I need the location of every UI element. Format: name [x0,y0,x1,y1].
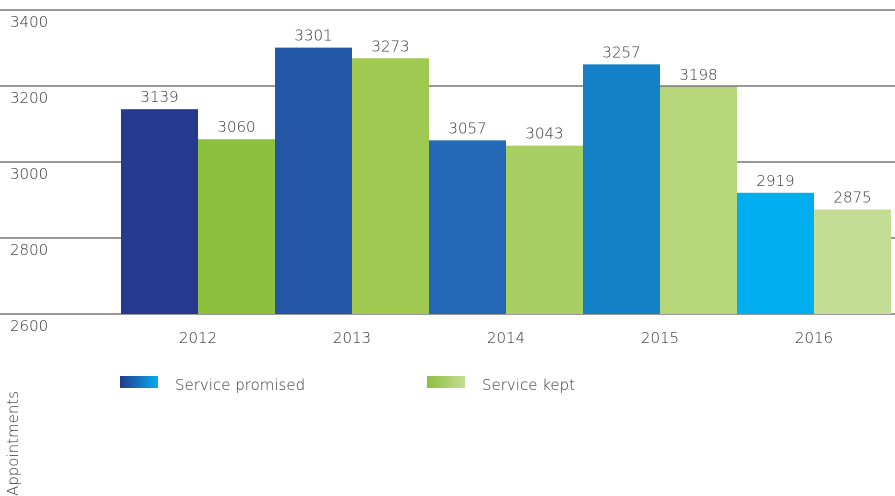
y-tick-label: 3200 [10,89,48,107]
data-label: 3057 [448,119,486,137]
x-tick-label: 2014 [487,329,525,347]
data-label: 3273 [371,37,409,55]
data-label: 3139 [140,88,178,106]
legend-swatch [120,376,158,388]
x-tick-label: 2015 [641,329,679,347]
bar [583,64,660,314]
legend-label: Service kept [482,376,575,394]
bar [429,140,506,314]
data-label: 3301 [294,27,332,45]
data-label: 3043 [525,125,563,143]
x-tick-label: 2012 [179,329,217,347]
y-axis-label: Appointments [4,391,22,496]
bar [660,86,737,314]
x-tick-label: 2016 [795,329,833,347]
y-tick-label: 2600 [10,317,48,335]
data-label: 3198 [679,66,717,84]
bar [121,109,198,315]
bar [275,47,352,315]
legend-label: Service promised [175,376,305,394]
bar [737,192,814,314]
y-tick-label: 3000 [10,165,48,183]
bar [198,139,275,314]
data-label: 2875 [833,189,871,207]
bar [506,145,583,314]
legend-swatch [427,376,465,388]
x-tick-label: 2013 [333,329,371,347]
bar [352,58,429,315]
y-tick-label: 2800 [10,241,48,259]
data-label: 2919 [756,172,794,190]
data-label: 3060 [217,118,255,136]
bar [814,209,891,314]
data-label: 3257 [602,43,640,61]
y-tick-label: 3400 [10,13,48,31]
